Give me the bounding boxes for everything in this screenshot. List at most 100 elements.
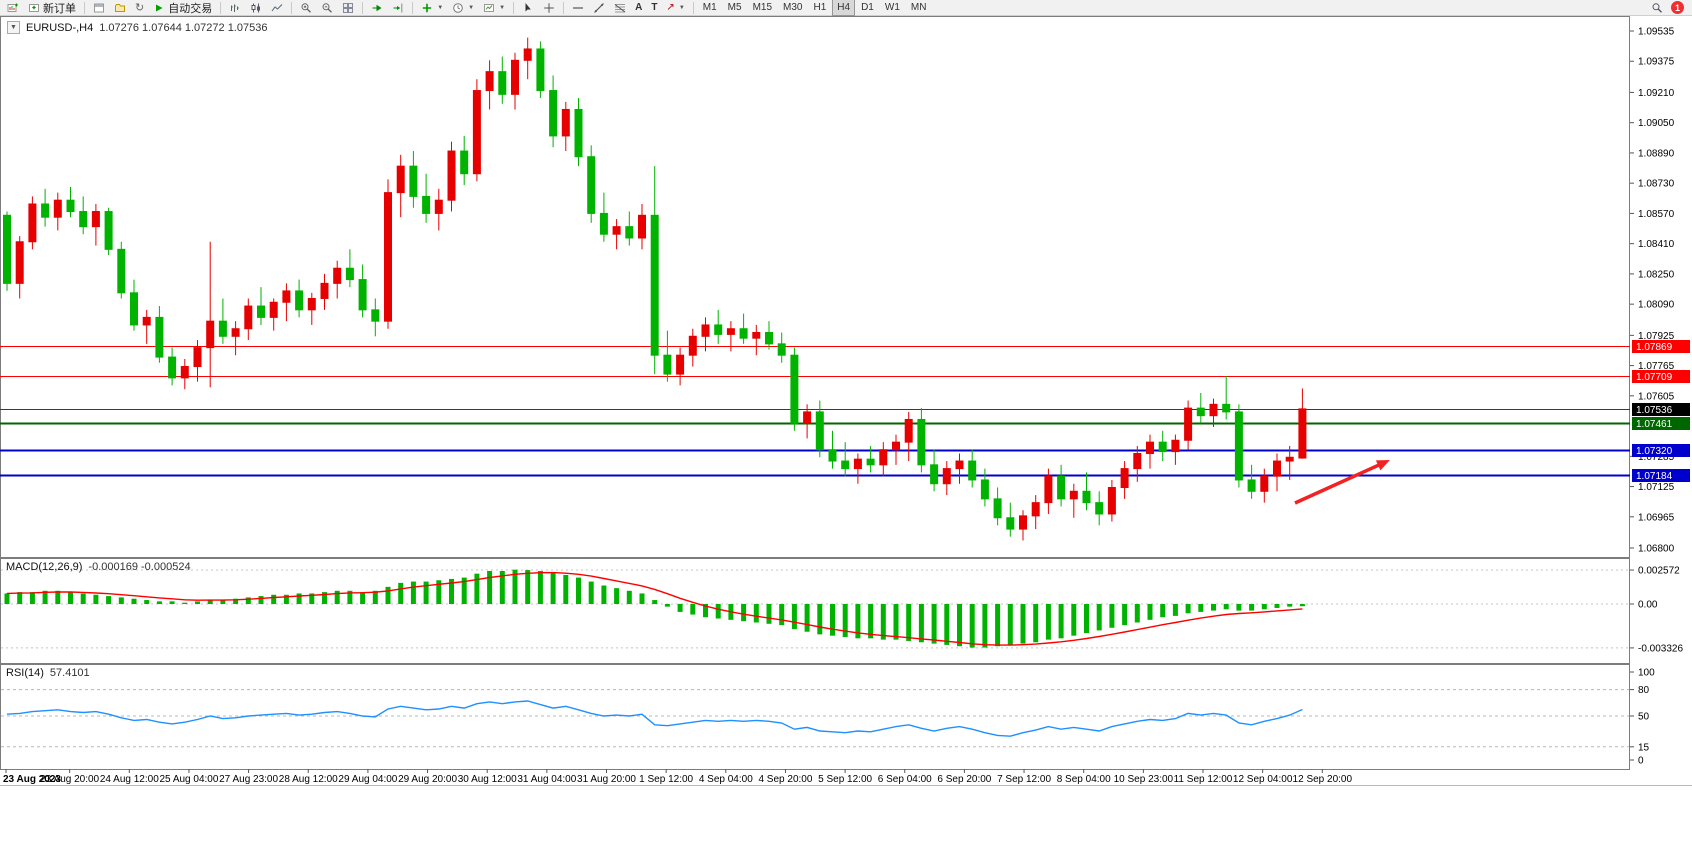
candle-body	[1120, 468, 1129, 489]
chart-canvas[interactable]: 1.09535 1.09375 1.09210 1.09050 1.08890 1.087…	[0, 16, 1692, 786]
crosshair-button[interactable]	[539, 0, 559, 16]
candle-body	[841, 460, 850, 470]
refresh-button[interactable]: ↻	[131, 0, 148, 16]
bar-chart-button[interactable]	[225, 0, 245, 16]
label-tool-button[interactable]: T	[647, 0, 661, 16]
candle-body	[701, 324, 710, 337]
autotrading-button[interactable]: 自动交易	[149, 0, 216, 16]
play-icon	[156, 4, 163, 11]
current-price-line-badge	[1632, 403, 1690, 416]
time-label: 12 Sep 20:00	[1293, 774, 1353, 785]
chart-shift-icon	[393, 3, 403, 12]
profiles-button[interactable]	[110, 0, 130, 16]
charts-window-button[interactable]	[89, 0, 109, 16]
timeframe-m30[interactable]: M30	[783, 2, 803, 13]
candle-body	[1247, 479, 1256, 492]
macd-histogram-bar	[271, 594, 277, 604]
macd-histogram-bar	[601, 585, 607, 604]
macd-histogram-bar	[398, 582, 404, 604]
price-tick-label: 1.09210	[1638, 88, 1675, 99]
macd-histogram-bar	[334, 590, 340, 604]
macd-histogram-bar	[1122, 604, 1128, 626]
support-line-1-07320-badge	[1632, 444, 1690, 457]
text-tool-button[interactable]: A	[631, 0, 646, 16]
indicators-button[interactable]: ▼	[417, 0, 447, 16]
price-tick-label: 1.09375	[1638, 57, 1675, 68]
candle-body	[892, 441, 900, 451]
candle-body	[752, 332, 761, 339]
time-label: 12 Sep 04:00	[1233, 774, 1293, 785]
macd-histogram-bar	[1096, 604, 1102, 631]
candle-body	[206, 320, 215, 349]
zoom-out-button[interactable]	[317, 0, 337, 16]
price-tick-label: 1.08730	[1638, 179, 1675, 190]
time-label: 23 Aug 2023	[3, 774, 61, 785]
tile-windows-button[interactable]	[338, 0, 358, 16]
cursor-button[interactable]	[518, 0, 538, 16]
timeframe-m5[interactable]: M5	[727, 2, 742, 13]
candle-body	[358, 279, 367, 311]
timeframe-mn[interactable]: MN	[910, 2, 927, 13]
templates-button[interactable]: ▼	[479, 0, 509, 16]
new-order-button[interactable]: 新订单	[24, 0, 80, 16]
autotrading-label: 自动交易	[168, 2, 213, 15]
label-tool-icon: T	[651, 2, 658, 13]
candle-body	[561, 108, 570, 137]
time-label: 31 Aug 20:00	[577, 774, 636, 785]
notification-badge[interactable]: 1	[1671, 1, 1684, 14]
macd-histogram-bar	[880, 604, 886, 640]
timeframe-d1[interactable]: D1	[861, 2, 874, 13]
candle-body	[1184, 407, 1193, 441]
time-label: 27 Aug 23:00	[219, 774, 278, 785]
timeframe-m1[interactable]: M1	[702, 2, 717, 13]
candle-body	[193, 347, 202, 368]
zoom-in-button[interactable]	[296, 0, 316, 16]
time-label: 1 Sep 12:00	[639, 774, 693, 785]
rsi-panel: 100 80 50 15 0	[1, 668, 1655, 767]
macd-histogram-bar	[842, 604, 848, 637]
new-chart-icon	[7, 3, 18, 12]
candle-body	[599, 212, 608, 235]
fibonacci-icon	[614, 3, 626, 12]
new-chart-button[interactable]	[3, 0, 23, 16]
candle-body	[434, 199, 443, 214]
horizontal-line-tool-button[interactable]	[568, 0, 588, 16]
time-label: 31 Aug 04:00	[517, 774, 576, 785]
search-icon[interactable]	[1651, 2, 1663, 14]
candle-body	[345, 267, 354, 281]
rsi-scale-label: 50	[1638, 712, 1650, 723]
macd-histogram-bar	[753, 604, 759, 623]
price-tick-label: 1.08410	[1638, 239, 1675, 250]
timeframe-h4[interactable]: H4	[832, 0, 856, 16]
timeframe-h1[interactable]: H1	[813, 2, 827, 13]
macd-histogram-bar	[1236, 604, 1242, 611]
timeframe-m15[interactable]: M15	[752, 2, 773, 13]
macd-scale-label: 0.00	[1638, 600, 1658, 611]
rsi-scale-label: 0	[1638, 756, 1644, 767]
candle-body	[41, 203, 50, 218]
chart-shift-button[interactable]	[388, 0, 408, 16]
auto-scroll-button[interactable]	[367, 0, 387, 16]
rsi-line	[6, 700, 1303, 737]
price-tick-label: 1.07285	[1638, 452, 1675, 463]
line-chart-button[interactable]	[267, 0, 287, 16]
candle-body	[777, 343, 786, 356]
macd-scale-label: -0.003326	[1638, 643, 1683, 654]
candle-body	[828, 449, 837, 462]
periods-button[interactable]: ▼	[448, 0, 478, 16]
candle-body	[142, 316, 151, 326]
trend-arrow-annotation[interactable]	[1294, 460, 1390, 505]
candle-body	[1260, 475, 1269, 492]
arrows-tool-button[interactable]: ↗ ▼	[662, 0, 688, 16]
macd-histogram-bar	[1274, 604, 1280, 608]
macd-histogram-bar	[1020, 604, 1026, 644]
candlestick-chart-button[interactable]	[246, 0, 266, 16]
candle-body	[231, 328, 240, 337]
fibonacci-tool-button[interactable]	[610, 0, 630, 16]
macd-frame	[0, 558, 1630, 664]
one-click-trading-toggle[interactable]: ▼	[7, 21, 20, 34]
timeframe-w1[interactable]: W1	[884, 2, 900, 13]
trendline-tool-button[interactable]	[589, 0, 609, 16]
price-scale[interactable]: 1.09535 1.09375 1.09210 1.09050 1.08890 1.087…	[1630, 27, 1675, 555]
